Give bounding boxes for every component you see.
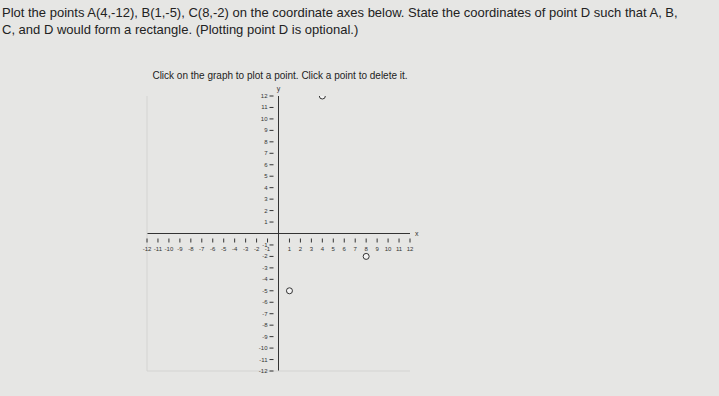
svg-text:-8: -8 [188, 246, 194, 252]
svg-text:7: 7 [354, 246, 358, 252]
svg-text:1: 1 [264, 219, 268, 225]
svg-text:-2: -2 [254, 246, 260, 252]
svg-text:6: 6 [343, 246, 347, 252]
svg-text:7: 7 [264, 150, 268, 156]
svg-text:-6: -6 [262, 299, 268, 305]
svg-text:-6: -6 [210, 246, 216, 252]
svg-text:8: 8 [264, 139, 268, 145]
svg-text:-2: -2 [262, 253, 268, 259]
svg-text:y: y [277, 85, 281, 93]
svg-text:10: 10 [261, 116, 268, 122]
svg-text:-12: -12 [143, 246, 152, 252]
svg-text:-5: -5 [221, 246, 227, 252]
svg-text:1: 1 [288, 246, 292, 252]
svg-text:-11: -11 [154, 246, 163, 252]
svg-text:-7: -7 [199, 246, 205, 252]
html-text:Plot the points A(4,-12), B(1,: Plot the points A(4,-12), B(1,-5), C(8,-… [2, 5, 678, 37]
svg-text:4: 4 [264, 185, 268, 191]
svg-text:-10: -10 [259, 345, 268, 351]
svg-text:-8: -8 [262, 322, 268, 328]
svg-text:8: 8 [364, 246, 368, 252]
svg-text:2: 2 [264, 208, 268, 214]
svg-text:5: 5 [332, 246, 336, 252]
svg-text:-5: -5 [262, 288, 268, 294]
html-text:Click on the graph to plot a p: Click on the graph to plot a point. Clic… [152, 70, 408, 81]
svg-text:-9: -9 [262, 334, 268, 340]
svg-text:11: 11 [396, 246, 403, 252]
svg-text:9: 9 [264, 127, 268, 133]
svg-text:-11: -11 [259, 357, 268, 363]
svg-text:4: 4 [321, 246, 325, 252]
svg-text:2: 2 [299, 246, 303, 252]
svg-text:-4: -4 [262, 276, 268, 282]
svg-text:12: 12 [407, 246, 414, 252]
svg-text:-4: -4 [232, 246, 238, 252]
svg-text:-3: -3 [262, 265, 268, 271]
svg-text:9: 9 [375, 246, 379, 252]
svg-text:-7: -7 [262, 311, 268, 317]
svg-text:3: 3 [264, 196, 268, 202]
svg-text:x: x [415, 230, 419, 237]
svg-text:-1: -1 [264, 245, 271, 252]
svg-text:-12: -12 [259, 368, 268, 374]
svg-text:5: 5 [264, 173, 268, 179]
svg-text:-10: -10 [165, 246, 174, 252]
svg-text:10: 10 [385, 246, 392, 252]
svg-text:3: 3 [310, 246, 314, 252]
svg-text:6: 6 [264, 162, 268, 168]
svg-text:11: 11 [261, 104, 268, 110]
svg-text:-3: -3 [243, 246, 249, 252]
svg-text:12: 12 [261, 93, 268, 99]
svg-text:-1: -1 [262, 242, 268, 248]
svg-text:-9: -9 [177, 246, 183, 252]
